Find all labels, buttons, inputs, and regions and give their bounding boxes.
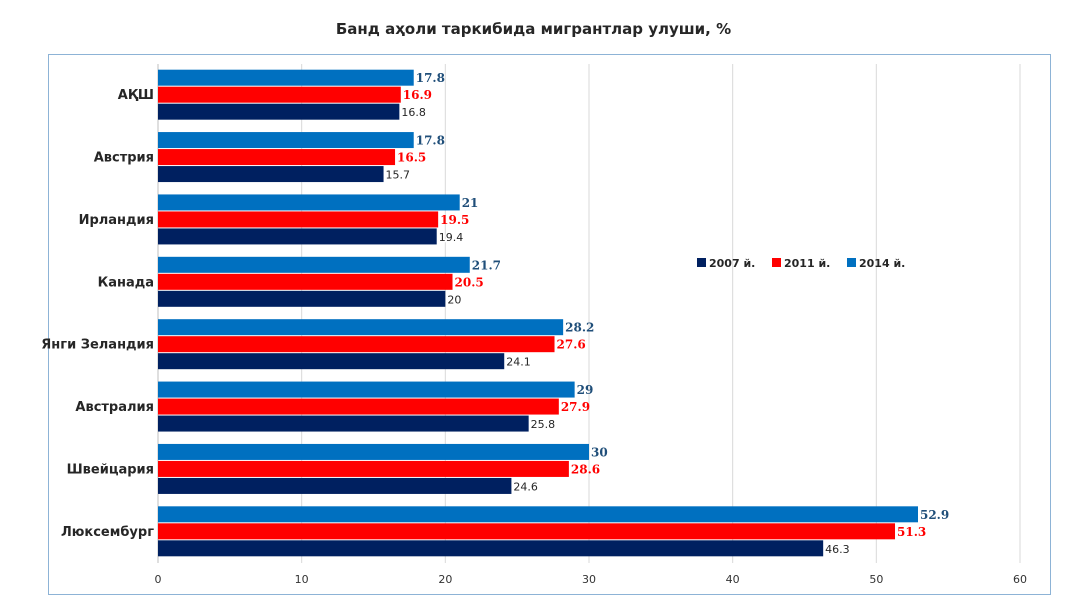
bar-2007 [158,166,384,183]
category-label: Канада [98,275,154,290]
bar-2007 [158,477,512,494]
chart-frame [48,54,1051,595]
bar-2014 [158,132,414,149]
bar-2014 [158,381,575,398]
bar-2014 [158,319,564,336]
data-label: 52.9 [920,508,949,522]
category-label: Австралия [75,400,154,415]
legend-swatch [697,258,706,267]
legend-swatch [772,258,781,267]
category-label: Австрия [94,151,154,166]
data-label: 19.4 [439,231,464,244]
x-tick-label: 30 [582,573,596,586]
category-label: Янги Зеландия [41,338,154,353]
data-label: 27.9 [561,400,590,414]
bar-2011 [158,211,439,228]
data-label: 16.8 [401,106,426,119]
data-label: 25.8 [531,418,556,431]
bar-2007 [158,415,529,432]
category-label: Ирландия [79,213,154,228]
legend-label: 2011 й. [784,257,830,270]
bar-2011 [158,149,396,166]
bar-2011 [158,523,896,540]
data-label: 19.5 [440,213,469,227]
x-tick-label: 0 [155,573,162,586]
data-label: 28.2 [565,321,594,335]
bar-2011 [158,336,555,353]
data-label: 16.5 [397,151,426,165]
data-label: 29 [577,383,594,397]
data-label: 24.1 [506,356,531,369]
bar-2011 [158,273,453,290]
x-tick-label: 20 [438,573,452,586]
data-label: 46.3 [825,543,850,556]
data-label: 24.6 [513,480,538,493]
data-label: 20 [447,293,461,306]
chart-title: Банд аҳоли таркибида мигрантлар улуши, % [335,20,732,38]
data-label: 21 [462,196,479,210]
category-label: АҚШ [118,88,154,103]
bar-2014 [158,506,918,523]
x-tick-label: 40 [726,573,740,586]
data-label: 27.6 [557,338,586,352]
bar-2007 [158,353,505,370]
data-label: 20.5 [455,275,484,289]
x-tick-label: 50 [869,573,883,586]
bar-2014 [158,443,589,460]
x-tick-label: 10 [295,573,309,586]
bar-2007 [158,290,446,307]
category-label: Швейцария [67,462,154,477]
data-label: 17.8 [416,134,445,148]
legend-label: 2014 й. [859,257,905,270]
data-label: 51.3 [897,525,926,539]
bar-2011 [158,398,559,415]
x-tick-label: 60 [1013,573,1027,586]
bar-2014 [158,194,460,211]
bar-2014 [158,69,414,86]
data-label: 15.7 [386,169,411,182]
category-label: Люксембург [61,525,154,540]
data-label: 21.7 [472,258,501,272]
bar-2011 [158,86,401,103]
data-label: 28.6 [571,462,600,476]
data-label: 16.9 [403,88,432,102]
legend-swatch [847,258,856,267]
bar-2011 [158,460,569,477]
legend-label: 2007 й. [709,257,755,270]
bar-2007 [158,103,400,120]
bar-2007 [158,540,824,557]
bar-2007 [158,228,437,245]
data-label: 17.8 [416,71,445,85]
data-label: 30 [591,445,608,459]
bar-2014 [158,256,470,273]
